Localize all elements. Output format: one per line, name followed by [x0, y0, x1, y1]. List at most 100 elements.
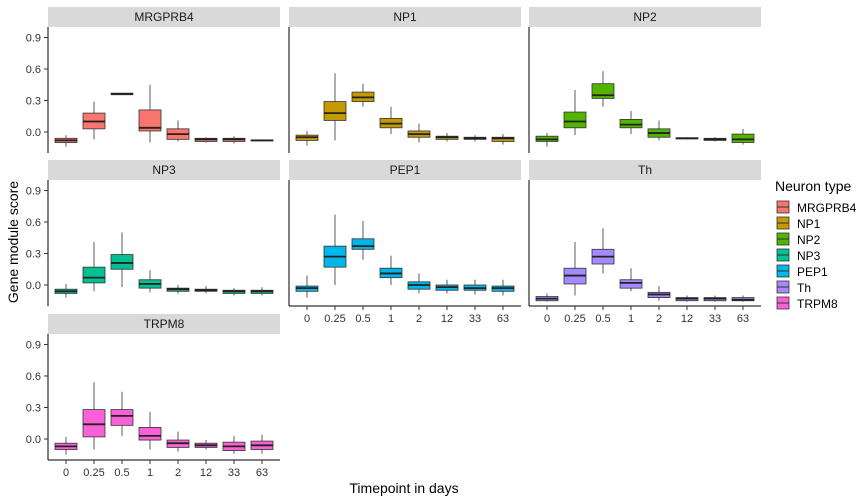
facet-strip-np2: [529, 7, 761, 27]
x-tick-label: 2: [656, 313, 662, 325]
legend-label-np3: NP3: [797, 249, 821, 263]
box-body: [619, 279, 643, 289]
facet-np3: NP3 0.0 0.3 0.6 0.9: [26, 160, 280, 306]
box-mrgprb4-0-5: [110, 92, 134, 96]
facet-strip-th: [529, 160, 761, 180]
box-pep1-33: [463, 279, 487, 295]
box-np3-2: [166, 285, 190, 294]
box-np2-1: [619, 111, 643, 135]
box-mrgprb4-0-25: [82, 101, 106, 140]
x-tick-label: 0.25: [564, 313, 585, 325]
x-tick-label: 0.25: [324, 313, 345, 325]
box-np1-2: [407, 123, 431, 143]
box-mrgprb4-0: [54, 135, 78, 147]
box-th-0: [535, 293, 559, 302]
box-mrgprb4-12: [194, 137, 218, 143]
box-np3-63: [250, 287, 274, 296]
box-np1-33: [463, 135, 487, 142]
box-pep1-0-5: [351, 220, 375, 260]
box-np1-0-25: [323, 73, 347, 141]
box-pep1-0: [295, 275, 319, 298]
box-trpm8-2: [166, 431, 190, 452]
box-body: [138, 109, 162, 132]
y-tick-label: 0.6: [26, 371, 41, 383]
y-tick-label: 0.9: [26, 33, 41, 45]
y-tick-label: 0.3: [26, 403, 41, 415]
legend-item-pep1: PEP1: [776, 264, 828, 279]
facet-label-mrgprb4: MRGPRB4: [134, 10, 194, 24]
box-np3-0: [54, 283, 78, 298]
box-pep1-12: [435, 279, 459, 294]
legend-item-np2: NP2: [776, 232, 821, 247]
x-tick-label: 63: [737, 313, 749, 325]
facet-strip-np1: [289, 7, 521, 27]
y-tick-label: 0.3: [26, 249, 41, 261]
x-tick-label: 0.5: [114, 467, 129, 479]
legend-label-np2: NP2: [797, 233, 821, 247]
box-th-0-25: [563, 241, 587, 296]
box-np3-12: [194, 286, 218, 294]
x-tick-label: 0: [63, 467, 69, 479]
box-np2-0-25: [563, 90, 587, 136]
x-tick-label: 12: [441, 313, 453, 325]
box-np1-0: [295, 130, 319, 146]
x-tick-label: 0: [544, 313, 550, 325]
box-np2-33: [703, 137, 727, 142]
box-body: [110, 409, 134, 426]
box-trpm8-1: [138, 411, 162, 450]
box-th-33: [703, 295, 727, 302]
x-axis-title: Timepoint in days: [349, 480, 458, 496]
box-body: [82, 409, 106, 438]
x-tick-label: 12: [681, 313, 693, 325]
facet-panels: MRGPRB4 0.0 0.3 0.6 0.9 NP1 NP2 NP3 0.0 0.3 0.6 0.9…: [26, 7, 761, 479]
facet-np1: NP1: [288, 7, 521, 153]
box-th-63: [731, 295, 755, 302]
box-np2-0: [535, 133, 559, 147]
y-tick-label: 0.9: [26, 186, 41, 198]
x-tick-label: 33: [469, 313, 481, 325]
box-trpm8-12: [194, 440, 218, 450]
legend-label-trpm8: TRPM8: [797, 297, 838, 311]
y-tick-label: 0.0: [26, 280, 41, 292]
box-mrgprb4-33: [222, 136, 246, 144]
legend-item-np1: NP1: [776, 216, 821, 231]
x-tick-label: 33: [709, 313, 721, 325]
box-pep1-0-25: [323, 214, 347, 285]
legend-item-np3: NP3: [776, 248, 821, 263]
facet-th: Th0 0.25 0.5 1 2 12 33 63: [528, 160, 761, 325]
box-trpm8-33: [222, 435, 246, 454]
box-trpm8-63: [250, 434, 274, 454]
legend-item-mrgprb4: MRGPRB4: [776, 200, 857, 215]
box-th-2: [647, 286, 671, 301]
legend-label-pep1: PEP1: [797, 265, 828, 279]
box-np1-12: [435, 133, 459, 142]
facet-strip-np3: [48, 160, 280, 180]
facet-label-th: Th: [638, 163, 652, 177]
facet-label-np3: NP3: [152, 163, 176, 177]
box-mrgprb4-63: [250, 139, 274, 142]
y-tick-label: 0.6: [26, 217, 41, 229]
box-np2-63: [731, 128, 755, 145]
legend-item-th: Th: [776, 280, 811, 295]
box-body: [110, 254, 134, 270]
legend-label-mrgprb4: MRGPRB4: [797, 201, 857, 215]
facet-strip-pep1: [289, 160, 521, 180]
box-np1-0-5: [351, 83, 375, 107]
box-body: [323, 101, 347, 121]
facet-label-np2: NP2: [633, 10, 657, 24]
facet-strip-mrgprb4: [48, 7, 280, 27]
y-axis-title: Gene module score: [5, 181, 21, 303]
box-np3-1: [138, 270, 162, 293]
box-trpm8-0: [54, 436, 78, 455]
x-tick-label: 33: [228, 467, 240, 479]
box-body: [731, 133, 755, 143]
box-body: [591, 83, 615, 99]
box-body: [138, 427, 162, 441]
box-body: [82, 266, 106, 284]
legend-item-trpm8: TRPM8: [776, 296, 838, 311]
legend-label-th: Th: [797, 281, 811, 295]
box-body: [563, 111, 587, 129]
